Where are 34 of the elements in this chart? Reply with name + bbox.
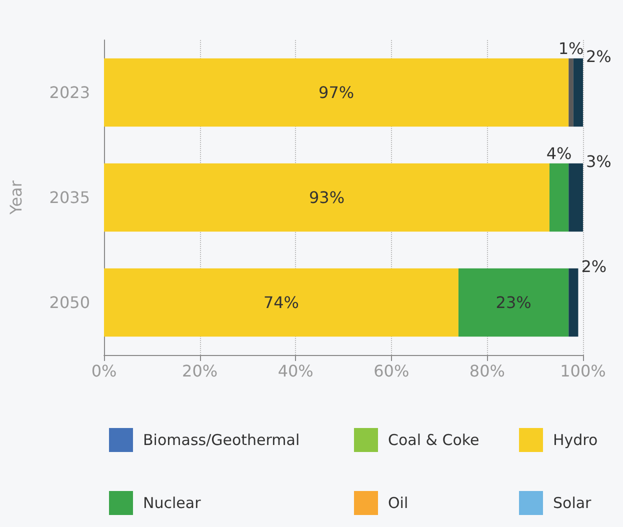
bar bbox=[568, 268, 578, 337]
data-label: 93% bbox=[308, 188, 345, 207]
x-tick-label: 100% bbox=[560, 362, 606, 380]
legend-label: Coal & Coke bbox=[388, 431, 480, 449]
data-label: 97% bbox=[318, 83, 354, 102]
y-axis-title: Year bbox=[6, 180, 26, 216]
data-label: 1% bbox=[558, 38, 584, 58]
data-label: 74% bbox=[263, 293, 300, 312]
bar bbox=[549, 163, 569, 232]
data-label: 23% bbox=[496, 293, 532, 312]
legend-label: Nuclear bbox=[143, 494, 201, 512]
bar bbox=[458, 268, 569, 337]
legend-label: Oil bbox=[388, 494, 408, 512]
x-tick-label: 20% bbox=[182, 362, 218, 380]
legend-label: Biomass/Geothermal bbox=[143, 431, 300, 449]
data-label: 2% bbox=[586, 46, 612, 66]
y-tick-label: 2023 bbox=[49, 83, 90, 102]
data-label: 4% bbox=[546, 144, 572, 163]
data-label: 3% bbox=[586, 152, 612, 171]
bar bbox=[568, 163, 583, 232]
bar bbox=[104, 163, 550, 232]
y-tick-label: 2035 bbox=[49, 188, 90, 207]
legend-label: Solar bbox=[553, 494, 592, 512]
data-label: 2% bbox=[581, 256, 607, 276]
x-tick-label: 0% bbox=[91, 362, 117, 380]
bar bbox=[104, 268, 458, 337]
bar bbox=[104, 58, 569, 127]
bar bbox=[573, 58, 583, 127]
bar bbox=[568, 58, 574, 127]
x-tick-label: 80% bbox=[469, 362, 505, 380]
y-tick-label: 2050 bbox=[49, 293, 90, 312]
x-tick-label: 60% bbox=[374, 362, 410, 380]
x-tick-label: 40% bbox=[278, 362, 314, 380]
legend-label: Hydro bbox=[553, 431, 598, 449]
